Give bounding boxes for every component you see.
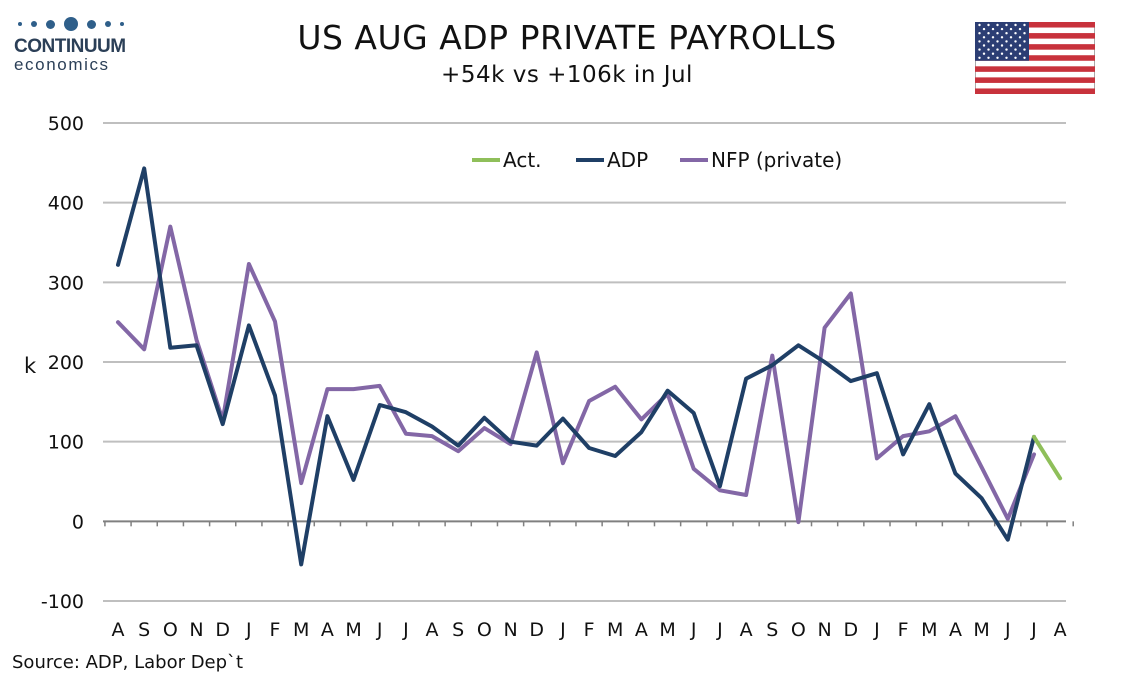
y-tick-label: 200: [48, 352, 84, 374]
x-tick-label: N: [817, 619, 831, 641]
x-tick-label: M: [973, 619, 989, 641]
x-tick-label: A: [112, 619, 125, 641]
x-tick-label: J: [873, 619, 880, 641]
x-tick-label: M: [659, 619, 675, 641]
x-tick-label: F: [270, 619, 281, 641]
x-tick-label: O: [163, 619, 178, 641]
x-tick-label: J: [1004, 619, 1011, 641]
logo-dots-icon: [14, 14, 134, 34]
x-tick-label: J: [1030, 619, 1037, 641]
x-tick-label: J: [559, 619, 566, 641]
x-tick-label: J: [376, 619, 383, 641]
source-note: Source: ADP, Labor Dep`t: [12, 652, 244, 673]
x-tick-label: S: [452, 619, 464, 641]
x-tick-label: J: [690, 619, 697, 641]
x-tick-label: D: [215, 619, 230, 641]
y-tick-label: 300: [48, 272, 84, 294]
x-tick-label: S: [766, 619, 778, 641]
x-tick-label: O: [477, 619, 492, 641]
x-tick-label: M: [293, 619, 309, 641]
x-tick-label: J: [402, 619, 409, 641]
legend-label: Act.: [503, 148, 542, 172]
y-tick-label: 400: [48, 193, 84, 215]
y-tick-label: 100: [48, 432, 84, 454]
series-line-act: [1032, 434, 1063, 481]
x-tick-label: O: [791, 619, 806, 641]
x-tick-label: S: [138, 619, 150, 641]
x-tick-label: F: [898, 619, 909, 641]
x-tick-label: A: [321, 619, 334, 641]
x-tick-label: D: [529, 619, 544, 641]
y-tick-label: 0: [72, 511, 84, 533]
x-tick-label: A: [1054, 619, 1067, 641]
x-tick-label: A: [635, 619, 648, 641]
legend-label: ADP: [607, 148, 648, 172]
x-tick-label: N: [503, 619, 517, 641]
axes: [103, 520, 1074, 527]
x-tick-label: N: [189, 619, 203, 641]
x-tick-label: A: [426, 619, 439, 641]
logo-name: CONTINUUM: [14, 36, 126, 57]
legend-label: NFP (private): [711, 148, 842, 172]
series-lines: [116, 166, 1063, 567]
x-tick-label: M: [921, 619, 937, 641]
x-tick-label: F: [584, 619, 595, 641]
y-axis-label: k: [24, 354, 37, 378]
x-tick-label: D: [843, 619, 858, 641]
logo-tagline: economics: [14, 55, 110, 74]
series-line-adp: [116, 166, 1036, 567]
us-flag-icon: [975, 22, 1095, 94]
x-tick-label: M: [345, 619, 361, 641]
chart-subtitle: +54k vs +106k in Jul: [441, 62, 693, 88]
continuum-logo: CONTINUUM economics: [14, 14, 134, 78]
gridlines: [103, 122, 1066, 602]
x-tick-label: M: [607, 619, 623, 641]
x-tick-label: J: [716, 619, 723, 641]
x-tick-label: A: [740, 619, 753, 641]
x-tick-label: J: [245, 619, 252, 641]
x-tick-label: A: [949, 619, 962, 641]
y-tick-label: -100: [41, 591, 84, 613]
series-line-nfp-private: [116, 224, 1036, 525]
chart-title: US AUG ADP PRIVATE PAYROLLS: [297, 18, 837, 57]
legend: Act. ADP NFP (private): [472, 148, 842, 172]
y-tick-label: 500: [48, 113, 84, 135]
